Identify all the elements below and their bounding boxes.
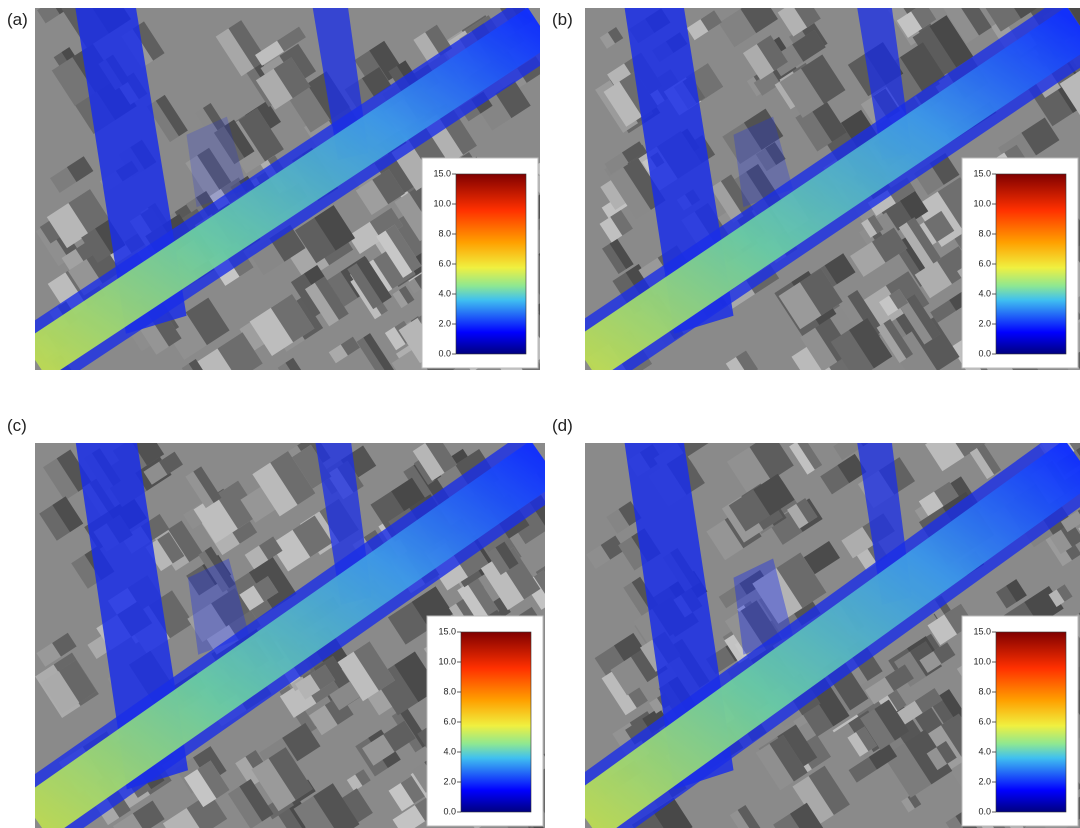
panel-label: (a) (7, 10, 28, 30)
colorbar-tick-label: 2.0 (978, 776, 991, 786)
colorbar-tick-label: 6.0 (438, 258, 451, 268)
colorbar-tick-label: 15.0 (438, 626, 456, 636)
colorbar-tick-label: 10.0 (438, 656, 456, 666)
colorbar-tick-label: 4.0 (978, 288, 991, 298)
colorbar-tick-label: 8.0 (978, 228, 991, 238)
colorbar-tick-label: 6.0 (978, 258, 991, 268)
colorbar-tick-label: 10.0 (433, 198, 451, 208)
panel-label: (b) (552, 10, 573, 30)
colorbar-tick-label: 0.0 (978, 806, 991, 816)
panel-label: (d) (552, 416, 573, 436)
flood-map: 15.0 10.0 8.0 6.0 4.0 2.0 0.0 (35, 443, 545, 828)
figure: (a) (b) (c) (d) 15.010.08.06.04.02.00.01… (0, 0, 1080, 828)
colorbar-tick-label: 10.0 (973, 198, 991, 208)
colorbar-tick-label: 2.0 (978, 318, 991, 328)
colorbar-tick-label: 6.0 (978, 716, 991, 726)
colorbar-tick-label: 8.0 (438, 228, 451, 238)
colorbar-tick-label: 0.0 (443, 806, 456, 816)
colorbar-tick-label: 15.0 (973, 626, 991, 636)
colorbar-tick-label: 0.0 (978, 348, 991, 358)
colorbar-tick-label: 15.0 (433, 168, 451, 178)
colorbar (996, 632, 1066, 812)
panel-label: (c) (7, 416, 27, 436)
colorbar-tick-label: 8.0 (443, 686, 456, 696)
colorbar-tick-label: 15.0 (973, 168, 991, 178)
flood-map: 15.0 10.0 8.0 6.0 4.0 2.0 0.0 (585, 8, 1080, 370)
colorbar-tick-label: 4.0 (443, 746, 456, 756)
colorbar-tick-label: 4.0 (978, 746, 991, 756)
colorbar-tick-label: 2.0 (438, 318, 451, 328)
colorbar-tick-label: 0.0 (438, 348, 451, 358)
colorbar-tick-label: 2.0 (443, 776, 456, 786)
colorbar-tick-label: 8.0 (978, 686, 991, 696)
colorbar (996, 174, 1066, 354)
colorbar-tick-label: 4.0 (438, 288, 451, 298)
colorbar (461, 632, 531, 812)
colorbar-tick-label: 6.0 (443, 716, 456, 726)
flood-map: 15.0 10.0 8.0 6.0 4.0 2.0 0.0 (585, 443, 1080, 828)
colorbar-tick-label: 10.0 (973, 656, 991, 666)
flood-map: 15.0 10.0 8.0 6.0 4.0 2.0 0.0 (35, 8, 540, 370)
colorbar (456, 174, 526, 354)
